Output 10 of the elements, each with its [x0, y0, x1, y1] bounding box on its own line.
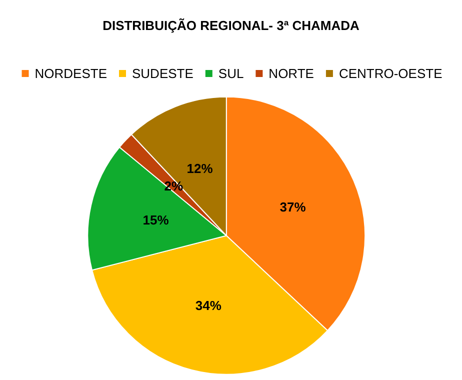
data-label: 34% [195, 298, 222, 314]
legend-label: CENTRO-OESTE [338, 66, 443, 81]
legend-label: NORDESTE [34, 66, 108, 81]
data-label: 15% [142, 212, 170, 228]
legend-label: SUL [218, 66, 244, 81]
legend-label: SUDESTE [132, 66, 194, 81]
data-label: 12% [186, 160, 214, 176]
data-label: 37% [280, 199, 306, 214]
chart-title: DISTRIBUIÇÃO REGIONAL- 3ª CHAMADA [102, 18, 360, 33]
legend-label: NORTE [268, 66, 314, 81]
